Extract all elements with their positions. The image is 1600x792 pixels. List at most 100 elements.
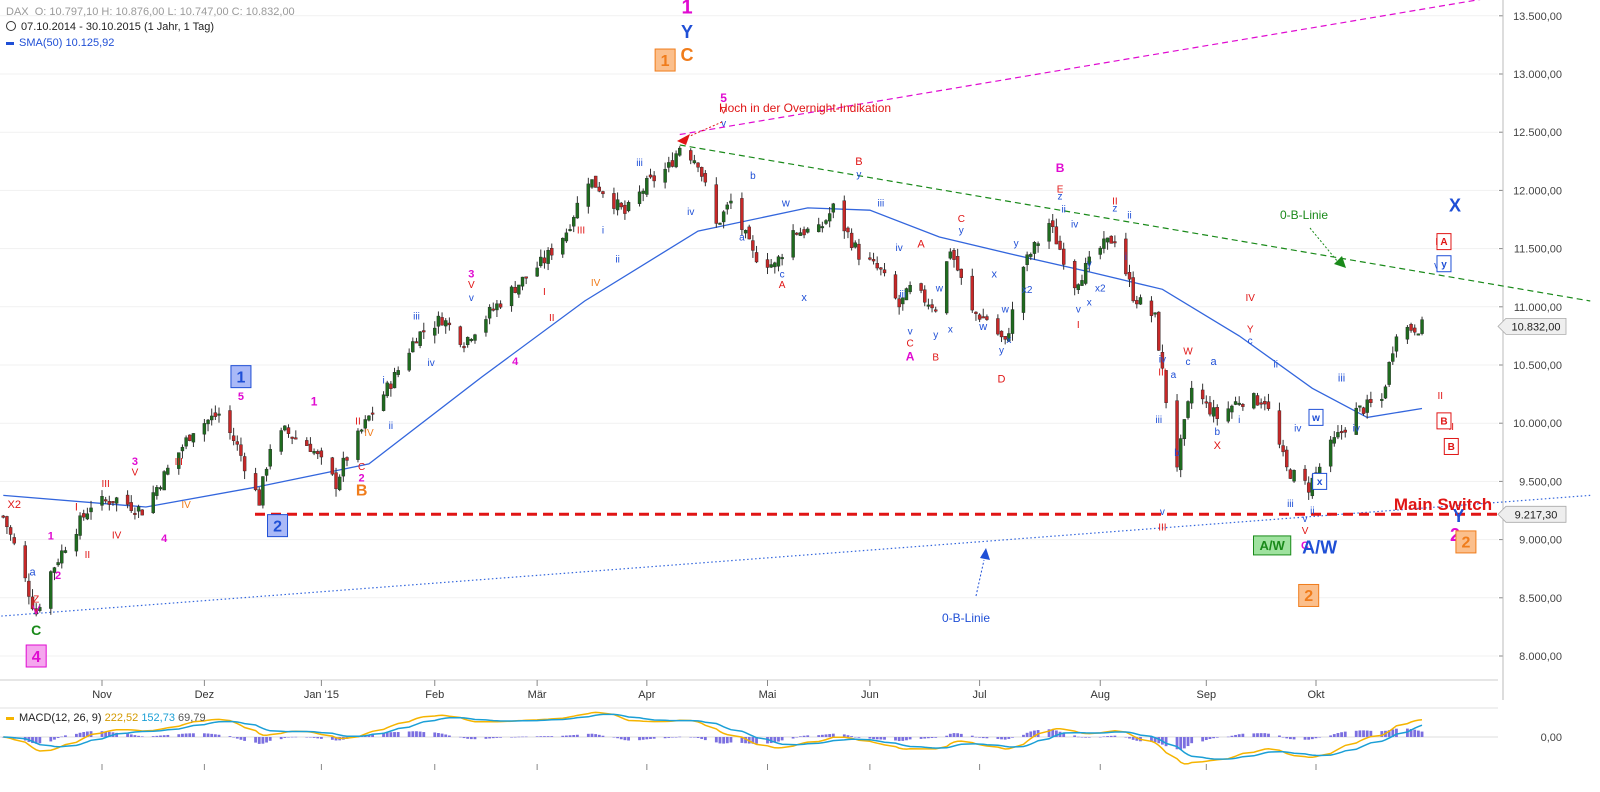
candle-body bbox=[725, 204, 729, 210]
macd-signal-line[interactable] bbox=[3, 713, 1423, 760]
candle-body bbox=[773, 262, 777, 268]
candle-body bbox=[699, 167, 704, 177]
macd-histogram-bar bbox=[894, 737, 897, 741]
macd-histogram-bar bbox=[85, 731, 89, 737]
wave-label: 4 bbox=[161, 533, 168, 545]
wave-label: III bbox=[1158, 367, 1166, 378]
candle-body bbox=[853, 242, 857, 248]
macd-histogram-bar bbox=[393, 732, 396, 737]
macd-histogram-bar bbox=[287, 737, 290, 738]
wave-label: y bbox=[856, 170, 861, 181]
candle-body bbox=[1135, 300, 1139, 305]
annotation-arrow bbox=[1334, 256, 1346, 268]
macd-histogram-bar bbox=[371, 733, 374, 737]
candle-body bbox=[330, 457, 335, 475]
wave-label: i bbox=[382, 376, 384, 387]
wave-label: x2 bbox=[1022, 285, 1033, 296]
candle-body bbox=[882, 269, 887, 274]
annotation-arrow bbox=[677, 134, 690, 145]
macd-histogram-bar bbox=[601, 735, 605, 737]
macd-histogram-bar bbox=[1128, 737, 1131, 739]
macd-histogram-bar bbox=[575, 734, 579, 737]
macd-histogram-bar bbox=[970, 735, 974, 737]
candle-body bbox=[444, 320, 448, 327]
price-tag-shape bbox=[1497, 317, 1567, 335]
macd-histogram-bar bbox=[473, 737, 477, 740]
macd-histogram-bar bbox=[1241, 733, 1245, 737]
macd-histogram-bar bbox=[1201, 737, 1205, 742]
wave-box bbox=[1436, 412, 1452, 430]
candle-body bbox=[842, 200, 846, 232]
candle-body bbox=[469, 339, 474, 341]
wave-label: y bbox=[1087, 259, 1092, 270]
annotation-pointer bbox=[689, 121, 723, 137]
macd-histogram-bar bbox=[671, 737, 674, 738]
wave-label: ii bbox=[1127, 210, 1131, 221]
macd-histogram-bar bbox=[696, 737, 700, 738]
candle-body bbox=[209, 415, 214, 421]
candle-body bbox=[1233, 401, 1238, 405]
trendline[interactable] bbox=[679, 0, 1590, 136]
wave-label: x bbox=[991, 269, 997, 281]
wave-label: x2 bbox=[1095, 284, 1106, 295]
candle-body bbox=[535, 267, 539, 277]
macd-line[interactable] bbox=[3, 711, 1423, 765]
candle-body bbox=[1292, 470, 1296, 482]
candle-body bbox=[667, 162, 671, 168]
wave-label: ii bbox=[1310, 506, 1314, 517]
wave-label: V bbox=[132, 468, 139, 479]
candle-body bbox=[1189, 387, 1194, 404]
candle-body bbox=[1230, 405, 1234, 413]
trendline[interactable] bbox=[0, 494, 1591, 617]
wave-label: iv bbox=[896, 243, 903, 254]
macd-histogram-bar bbox=[1234, 734, 1237, 737]
macd-histogram-bar bbox=[543, 736, 546, 737]
candle-body bbox=[871, 259, 876, 262]
wave-label: v bbox=[1076, 305, 1081, 316]
y-tick-label: 12.000,00 bbox=[1513, 185, 1562, 197]
macd-histogram-bar bbox=[769, 737, 773, 744]
macd-histogram-bar bbox=[740, 737, 744, 743]
date-range-text: 07.10.2014 - 30.10.2015 (1 Jahr, 1 Tag) bbox=[21, 21, 215, 33]
sma-legend[interactable]: SMA(50) 10.125,92 bbox=[6, 37, 114, 50]
macd-histogram-bar bbox=[192, 733, 195, 737]
macd-histogram-bar bbox=[1215, 737, 1219, 738]
macd-histogram-bar bbox=[447, 735, 451, 737]
wave-label: x bbox=[1087, 298, 1092, 309]
macd-histogram-bar bbox=[1054, 730, 1058, 737]
macd-histogram-bar bbox=[294, 736, 298, 738]
sma50-line[interactable] bbox=[3, 207, 1423, 508]
macd-histogram-bar bbox=[100, 731, 104, 737]
candle-body bbox=[572, 217, 576, 227]
wave-label: iv bbox=[1159, 355, 1166, 366]
candle-body bbox=[462, 346, 466, 349]
x-tick-label: Apr bbox=[638, 689, 655, 701]
candle-body bbox=[816, 224, 821, 233]
macd-legend[interactable]: MACD(12, 26, 9) 222,52 152,73 69,79 bbox=[6, 712, 206, 725]
candle-body bbox=[1138, 297, 1143, 305]
macd-histogram-bar bbox=[945, 735, 949, 737]
macd-legend-text: MACD(12, 26, 9) bbox=[19, 712, 102, 724]
wave-label: iii bbox=[413, 312, 420, 323]
macd-histogram-bar bbox=[129, 734, 133, 737]
macd-histogram-bar bbox=[1281, 737, 1285, 738]
candle-body bbox=[1072, 261, 1077, 289]
candle-body bbox=[637, 191, 642, 204]
wave-label: 5 bbox=[238, 391, 244, 403]
wave-label: B bbox=[855, 156, 862, 168]
trendline[interactable] bbox=[679, 144, 1591, 302]
wave-label: b bbox=[1214, 427, 1220, 438]
macd-histogram-bar bbox=[283, 737, 287, 738]
wave-label: iv bbox=[1353, 423, 1360, 434]
wave-label: i bbox=[1125, 252, 1127, 263]
candle-body bbox=[213, 412, 218, 417]
wave-label: y bbox=[1014, 238, 1019, 249]
macd-histogram-bar bbox=[725, 737, 729, 744]
macd-histogram-bar bbox=[151, 736, 155, 737]
macd-histogram-bar bbox=[78, 732, 82, 737]
candle-body bbox=[381, 394, 386, 411]
wave-label: III bbox=[101, 479, 109, 490]
wave-box bbox=[1455, 530, 1477, 554]
macd-histogram-bar bbox=[1237, 734, 1241, 737]
